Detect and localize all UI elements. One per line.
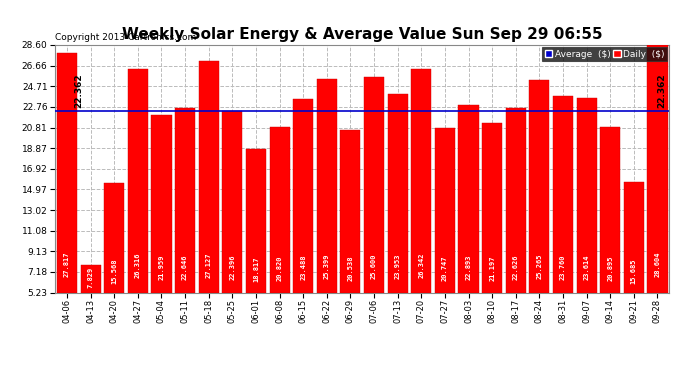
Text: 7.829: 7.829 [88,267,94,288]
Text: 26.342: 26.342 [418,253,424,278]
Bar [293,99,313,292]
Bar [482,123,502,292]
Bar [128,69,148,292]
Bar [529,80,549,292]
Text: 21.197: 21.197 [489,255,495,281]
Legend: Average  ($), Daily  ($): Average ($), Daily ($) [542,47,667,61]
Text: 21.959: 21.959 [159,255,164,280]
Text: 26.316: 26.316 [135,253,141,278]
Text: Copyright 2013 Cartronics.com: Copyright 2013 Cartronics.com [55,33,197,42]
Text: 22.646: 22.646 [182,255,188,280]
Bar [104,183,124,292]
Bar [57,53,77,292]
Text: 25.399: 25.399 [324,253,330,279]
Text: 23.953: 23.953 [395,254,401,279]
Title: Weekly Solar Energy & Average Value Sun Sep 29 06:55: Weekly Solar Energy & Average Value Sun … [122,27,602,42]
Text: 15.685: 15.685 [631,258,637,284]
Text: 20.895: 20.895 [607,255,613,281]
Bar [506,108,526,292]
Text: 22.626: 22.626 [513,255,519,280]
Text: 15.568: 15.568 [111,258,117,284]
Bar [624,182,644,292]
Bar [364,77,384,292]
Bar [647,45,667,292]
Text: 28.604: 28.604 [655,252,660,277]
Bar [151,116,172,292]
Bar [435,128,455,292]
Text: 18.817: 18.817 [253,256,259,282]
Bar [81,265,101,292]
Bar [222,111,242,292]
Text: 22.362: 22.362 [74,73,83,108]
Bar [577,98,597,292]
Text: 23.488: 23.488 [300,254,306,280]
Text: 25.600: 25.600 [371,253,377,279]
Text: 22.362: 22.362 [658,73,667,108]
Text: 22.893: 22.893 [466,255,471,280]
Bar [199,61,219,292]
Bar [270,128,290,292]
Text: 27.127: 27.127 [206,252,212,278]
Text: 27.817: 27.817 [64,252,70,278]
Text: 25.265: 25.265 [536,253,542,279]
Bar [553,96,573,292]
Text: 22.396: 22.396 [229,255,235,280]
Text: 23.760: 23.760 [560,254,566,279]
Bar [340,130,360,292]
Bar [317,79,337,292]
Text: 20.538: 20.538 [348,256,353,281]
Text: 20.820: 20.820 [277,256,283,281]
Bar [458,105,479,292]
Text: 20.747: 20.747 [442,256,448,281]
Bar [411,69,431,292]
Bar [388,94,408,292]
Text: 23.614: 23.614 [584,254,590,280]
Bar [600,127,620,292]
Bar [246,148,266,292]
Bar [175,108,195,292]
